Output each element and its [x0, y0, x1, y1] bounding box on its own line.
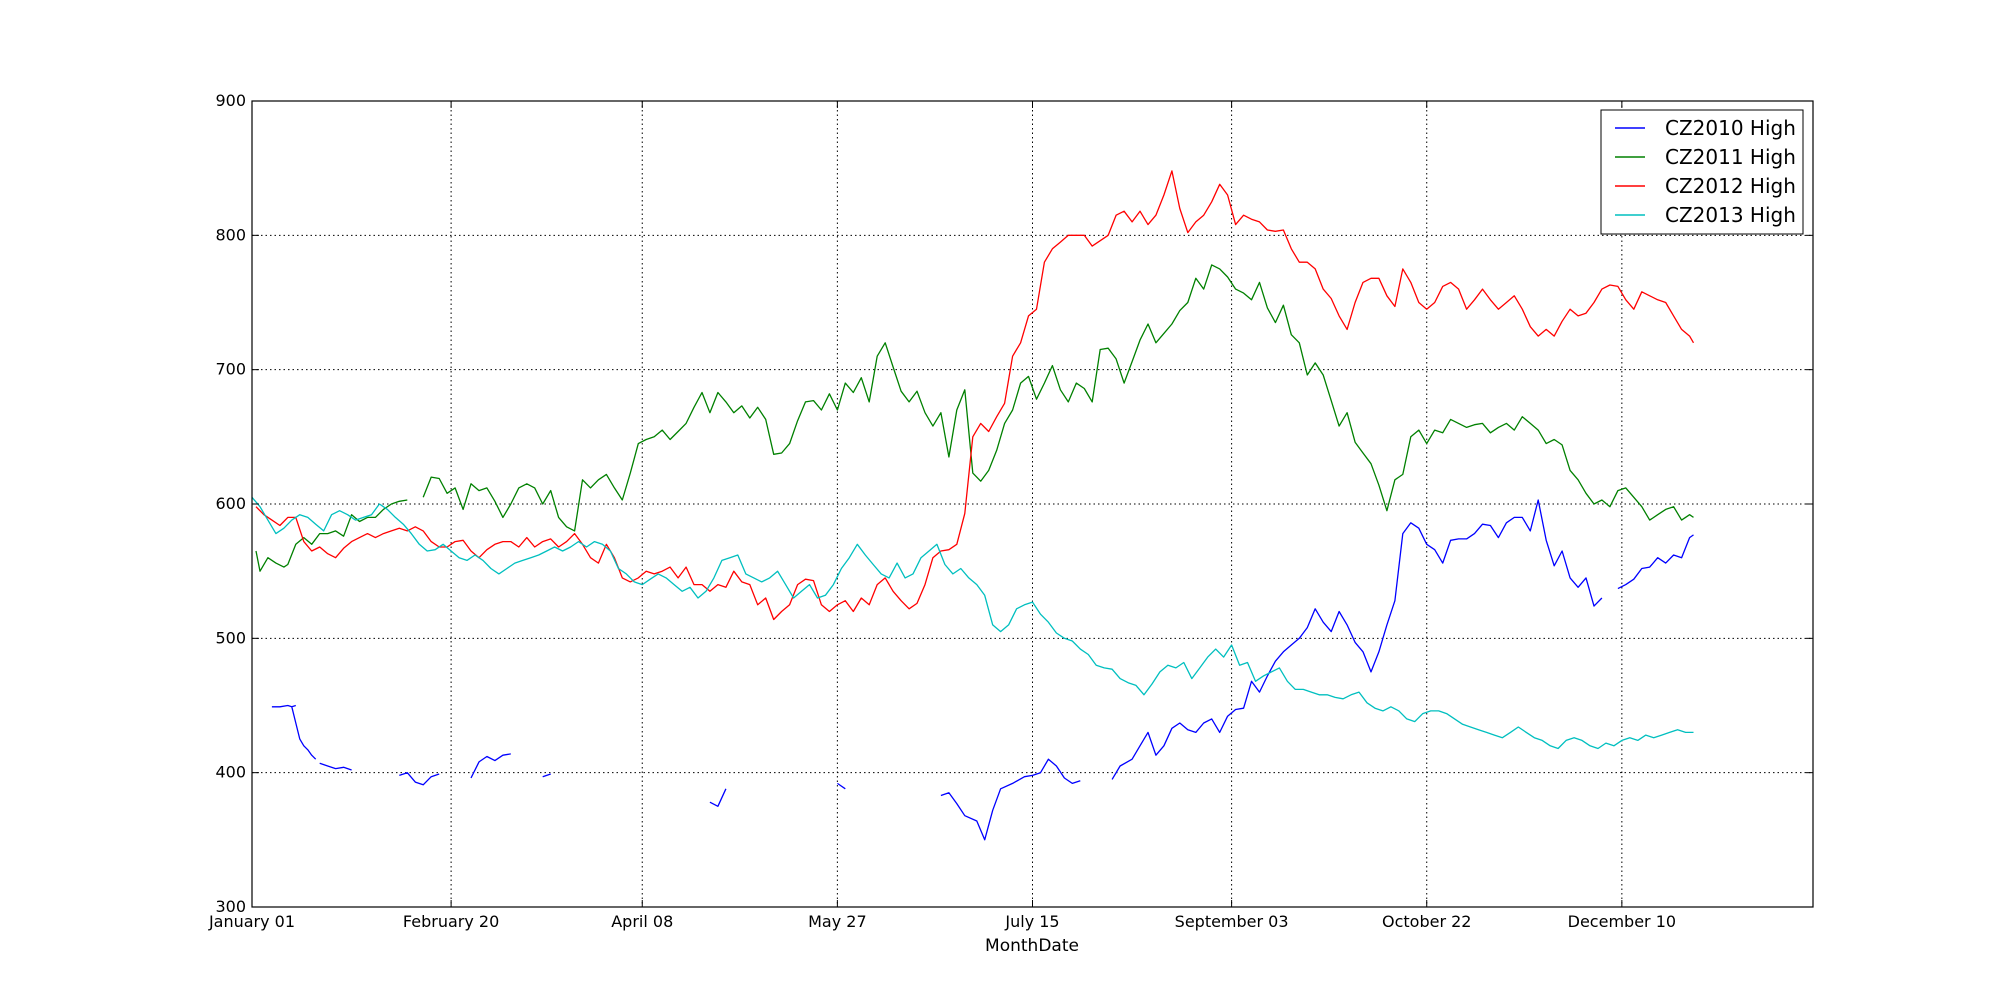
x-axis-title: MonthDate	[985, 936, 1079, 956]
y-tick-label: 500	[215, 628, 246, 647]
series-lines	[251, 170, 1695, 841]
y-tick-label: 300	[215, 897, 246, 916]
x-tick-label: October 22	[1382, 912, 1471, 931]
legend: CZ2010 High CZ2011 High CZ2012 High CZ2013 …	[1600, 109, 1804, 235]
y-tick-label: 400	[215, 763, 246, 782]
x-tick-label: April 08	[611, 912, 673, 931]
legend-label: CZ2010 High	[1665, 116, 1796, 140]
y-tick-label: 900	[215, 91, 246, 110]
x-tick-label: December 10	[1568, 912, 1676, 931]
y-axis-ticks: 300 400 500 600 700 800 900	[215, 91, 1813, 916]
x-tick-label: July 15	[1004, 912, 1059, 931]
legend-label: CZ2013 High	[1665, 203, 1796, 227]
legend-box	[1600, 109, 1804, 235]
x-tick-label: September 03	[1175, 912, 1289, 931]
y-tick-label: 600	[215, 494, 246, 513]
series-line-3	[251, 496, 1694, 750]
x-axis-ticks: January 01 February 20 April 08 May 27 July …	[208, 101, 1676, 931]
series-line-2	[255, 170, 1695, 621]
y-tick-label: 700	[215, 360, 246, 379]
y-tick-label: 800	[215, 225, 246, 244]
legend-label: CZ2011 High	[1665, 145, 1796, 169]
x-tick-label: May 27	[808, 912, 867, 931]
grid	[252, 101, 1813, 907]
legend-label: CZ2012 High	[1665, 174, 1796, 198]
x-tick-label: January 01	[208, 912, 295, 931]
series-line-1	[255, 264, 1694, 572]
x-tick-label: February 20	[403, 912, 499, 931]
series-line-0	[271, 499, 1694, 841]
